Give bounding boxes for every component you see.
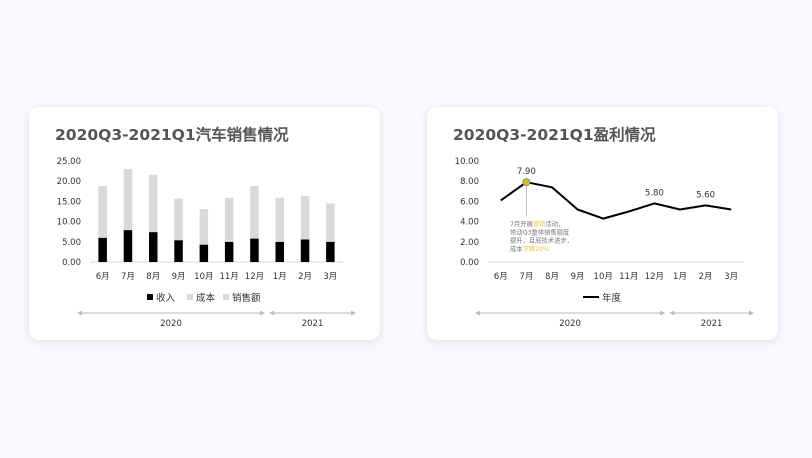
legend-label: 销售额 [232, 292, 261, 304]
bar-cost [199, 209, 209, 245]
x-tick-label: 6月 [494, 272, 508, 282]
year-range-arrow [269, 310, 275, 316]
y-tick-label: 6.00 [460, 197, 479, 207]
x-tick-label: 3月 [323, 272, 337, 282]
profit-chart-title: 2020Q3-2021Q1盈利情况 [453, 126, 656, 144]
highlight-point [522, 178, 531, 187]
annotation-text: 带动Q3整体销售额度 [510, 227, 570, 236]
year-range-arrow [77, 310, 82, 316]
bar-revenue [199, 244, 209, 262]
year-range-arrow [475, 310, 480, 316]
bar-cost [123, 169, 133, 231]
year-label: 2020 [160, 319, 182, 329]
bar-cost [224, 197, 234, 242]
x-tick-label: 2月 [298, 272, 312, 282]
year-range-arrow [351, 310, 356, 316]
legend-label: 收入 [156, 292, 176, 304]
y-tick-label: 15.00 [57, 197, 81, 207]
y-tick-label: 5.00 [62, 238, 81, 248]
annotation-segment: 提升，且底技术进步， [510, 236, 573, 245]
x-tick-label: 8月 [545, 272, 559, 282]
profit-line-chart: 0.00 2.00 4.00 6.00 8.00 10.00 7.90 5.80 5.60 6月 7… [455, 157, 754, 329]
year-range-arrow [749, 310, 754, 316]
annotation-segment: 成本 [510, 244, 523, 253]
x-tick-label: 3月 [724, 272, 738, 282]
bar-revenue [98, 237, 107, 262]
x-tick-label: 2月 [699, 272, 713, 282]
x-tick-label: 12月 [245, 272, 264, 282]
bar-cost [326, 203, 335, 242]
legend-swatch [147, 294, 153, 300]
annotation-segment: 带动Q3整体销售额度 [510, 227, 570, 236]
annotation-text: 提升，且底技术进步， [510, 236, 573, 245]
data-label: 7.90 [517, 167, 536, 177]
x-tick-label: 7月 [519, 272, 533, 282]
x-tick-label: 6月 [96, 272, 110, 282]
y-tick-label: 4.00 [460, 218, 479, 228]
x-tick-label: 11月 [619, 272, 638, 282]
bar-revenue [326, 241, 335, 262]
y-tick-label: 20.00 [57, 177, 81, 187]
bar-revenue [174, 240, 183, 262]
y-tick-label: 2.00 [460, 238, 479, 248]
annotation-text: 7月开展营销活动， [510, 219, 564, 228]
legend-label: 年度 [602, 292, 622, 304]
bar-cost [300, 196, 310, 240]
annotation-segment: 活动， [546, 219, 565, 228]
bar-revenue [123, 230, 133, 262]
legend-swatch [187, 294, 193, 300]
sales-stacked-bar-chart: 0.00 5.00 10.00 15.00 20.00 25.00 6月 7月 8月 9月 10月 1… [57, 157, 356, 329]
profit-series-line [500, 181, 732, 220]
year-range-arrow [660, 310, 666, 316]
bar-cost [174, 198, 183, 241]
x-tick-label: 1月 [273, 272, 287, 282]
bar-revenue [275, 241, 284, 262]
legend-swatch [223, 294, 229, 300]
legend-label: 成本 [196, 292, 216, 304]
y-tick-label: 0.00 [62, 258, 81, 268]
x-tick-label: 9月 [172, 272, 186, 282]
x-tick-label: 7月 [121, 272, 135, 282]
annotation-text: 成本下降20% [510, 244, 549, 253]
bar-revenue [250, 238, 259, 262]
bar-cost [98, 186, 107, 238]
y-tick-label: 10.00 [455, 157, 479, 167]
year-range-arrow [669, 310, 675, 316]
y-tick-label: 0.00 [460, 258, 479, 268]
bar-revenue [149, 232, 158, 262]
year-range-arrow [260, 310, 266, 316]
annotation-segment: 7月开展 [510, 220, 534, 228]
year-label: 2021 [302, 319, 324, 329]
bar-cost [275, 197, 284, 242]
x-tick-label: 12月 [645, 272, 664, 282]
bar-revenue [224, 241, 234, 262]
data-label: 5.60 [696, 190, 715, 200]
x-tick-label: 1月 [673, 272, 687, 282]
bar-cost [250, 186, 259, 239]
x-tick-label: 8月 [146, 272, 160, 282]
y-tick-label: 10.00 [57, 218, 81, 228]
x-tick-label: 9月 [571, 272, 585, 282]
data-label: 5.80 [645, 188, 664, 198]
sales-chart-card: 2020Q3-2021Q1汽车销售情况 0.00 5.00 10.00 15.00 20… [29, 107, 380, 340]
x-tick-label: 10月 [194, 272, 213, 282]
year-label: 2020 [559, 319, 581, 329]
profit-chart-card: 2020Q3-2021Q1盈利情况 0.00 2.00 4.00 6.00 8.00 10… [427, 107, 778, 340]
sales-chart-title: 2020Q3-2021Q1汽车销售情况 [55, 126, 289, 144]
annotation-highlight: 营销 [533, 219, 546, 228]
year-label: 2021 [701, 319, 723, 329]
bar-revenue [300, 239, 310, 262]
y-tick-label: 25.00 [57, 157, 81, 167]
y-tick-label: 8.00 [460, 177, 479, 187]
bar-cost [149, 174, 158, 233]
annotation-highlight: 下降20% [523, 244, 550, 253]
x-tick-label: 11月 [219, 272, 238, 282]
x-tick-label: 10月 [594, 272, 613, 282]
